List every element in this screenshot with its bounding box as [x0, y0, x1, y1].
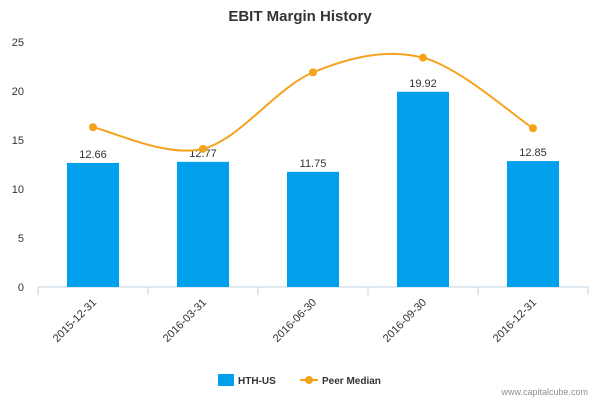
bar [507, 161, 559, 287]
x-tick-label: 2016-09-30 [381, 297, 429, 345]
peer-median-point [529, 124, 537, 132]
y-axis: 0 5 10 15 20 25 [12, 37, 24, 294]
x-tick-label: 2016-03-31 [161, 297, 209, 345]
bar-data-label: 19.92 [409, 78, 437, 90]
legend-swatch-marker [305, 376, 313, 384]
bar [287, 172, 339, 287]
x-tick-label: 2016-12-31 [491, 297, 539, 345]
x-axis: 2015-12-31 2016-03-31 2016-06-30 2016-09-30… [38, 287, 588, 345]
peer-median-point [199, 145, 207, 153]
y-tick-label: 15 [12, 135, 24, 147]
chart-title: EBIT Margin History [228, 8, 372, 25]
bar [67, 163, 119, 287]
credit-text: www.capitalcube.com [500, 387, 588, 397]
bar-data-label: 12.66 [79, 149, 107, 161]
bar-data-label: 11.75 [300, 158, 327, 170]
legend: HTH-US Peer Median [218, 374, 381, 387]
y-tick-label: 20 [12, 86, 24, 98]
y-tick-label: 10 [12, 184, 24, 196]
y-tick-label: 0 [18, 282, 24, 294]
legend-label-bar: HTH-US [238, 376, 276, 387]
line-series [89, 54, 537, 153]
x-tick-label: 2015-12-31 [51, 297, 99, 345]
bar-data-label: 12.85 [519, 147, 547, 159]
legend-label-line: Peer Median [322, 376, 381, 387]
y-tick-label: 5 [18, 233, 24, 245]
peer-median-point [419, 54, 427, 62]
legend-swatch-bar [218, 374, 234, 386]
bar [177, 162, 229, 287]
y-tick-label: 25 [12, 37, 24, 49]
x-tick-label: 2016-06-30 [271, 297, 319, 345]
bar [397, 92, 449, 287]
peer-median-point [309, 68, 317, 76]
bar-series [67, 92, 559, 287]
peer-median-point [89, 123, 97, 131]
